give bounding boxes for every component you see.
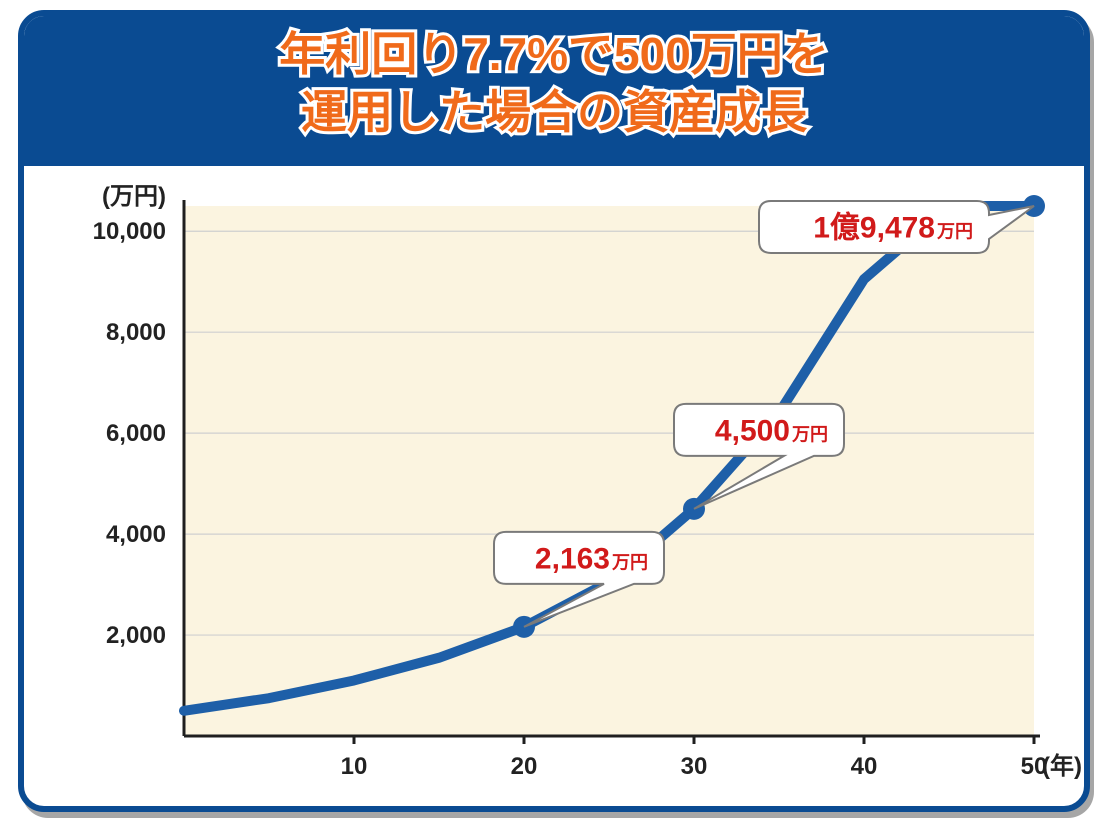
callout-suffix: 万円	[791, 424, 828, 444]
x-tick-label: 20	[511, 753, 538, 780]
card-header: 年利回り7.7%で500万円を 運用した場合の資産成長	[24, 16, 1084, 166]
callout-value: 4,500	[715, 414, 790, 447]
growth-chart: 2,0004,0006,0008,00010,000(万円)1020304050…	[24, 166, 1084, 802]
y-tick-label: 4,000	[106, 521, 166, 548]
y-axis-unit: (万円)	[102, 183, 166, 210]
x-tick-label: 30	[681, 753, 708, 780]
y-tick-label: 6,000	[106, 420, 166, 447]
callout-suffix: 万円	[936, 222, 973, 242]
x-tick-label: 10	[341, 753, 368, 780]
title-line-2: 運用した場合の資産成長	[301, 86, 807, 138]
y-tick-label: 10,000	[93, 218, 166, 245]
chart-area: 2,0004,0006,0008,00010,000(万円)1020304050…	[24, 166, 1084, 806]
y-tick-label: 2,000	[106, 622, 166, 649]
callout-value: 2,163	[535, 542, 610, 575]
card-title: 年利回り7.7%で500万円を 運用した場合の資産成長	[279, 26, 829, 141]
chart-card: 年利回り7.7%で500万円を 運用した場合の資産成長 2,000 4,000 6,…	[18, 10, 1090, 812]
x-tick-label: 40	[851, 753, 878, 780]
title-line-1: 年利回り7.7%で500万円を	[279, 28, 829, 80]
y-tick-label: 8,000	[106, 319, 166, 346]
x-axis-unit: (年)	[1042, 752, 1082, 780]
callout-suffix: 万円	[611, 552, 648, 572]
callout-value: 1億9,478	[813, 212, 935, 245]
